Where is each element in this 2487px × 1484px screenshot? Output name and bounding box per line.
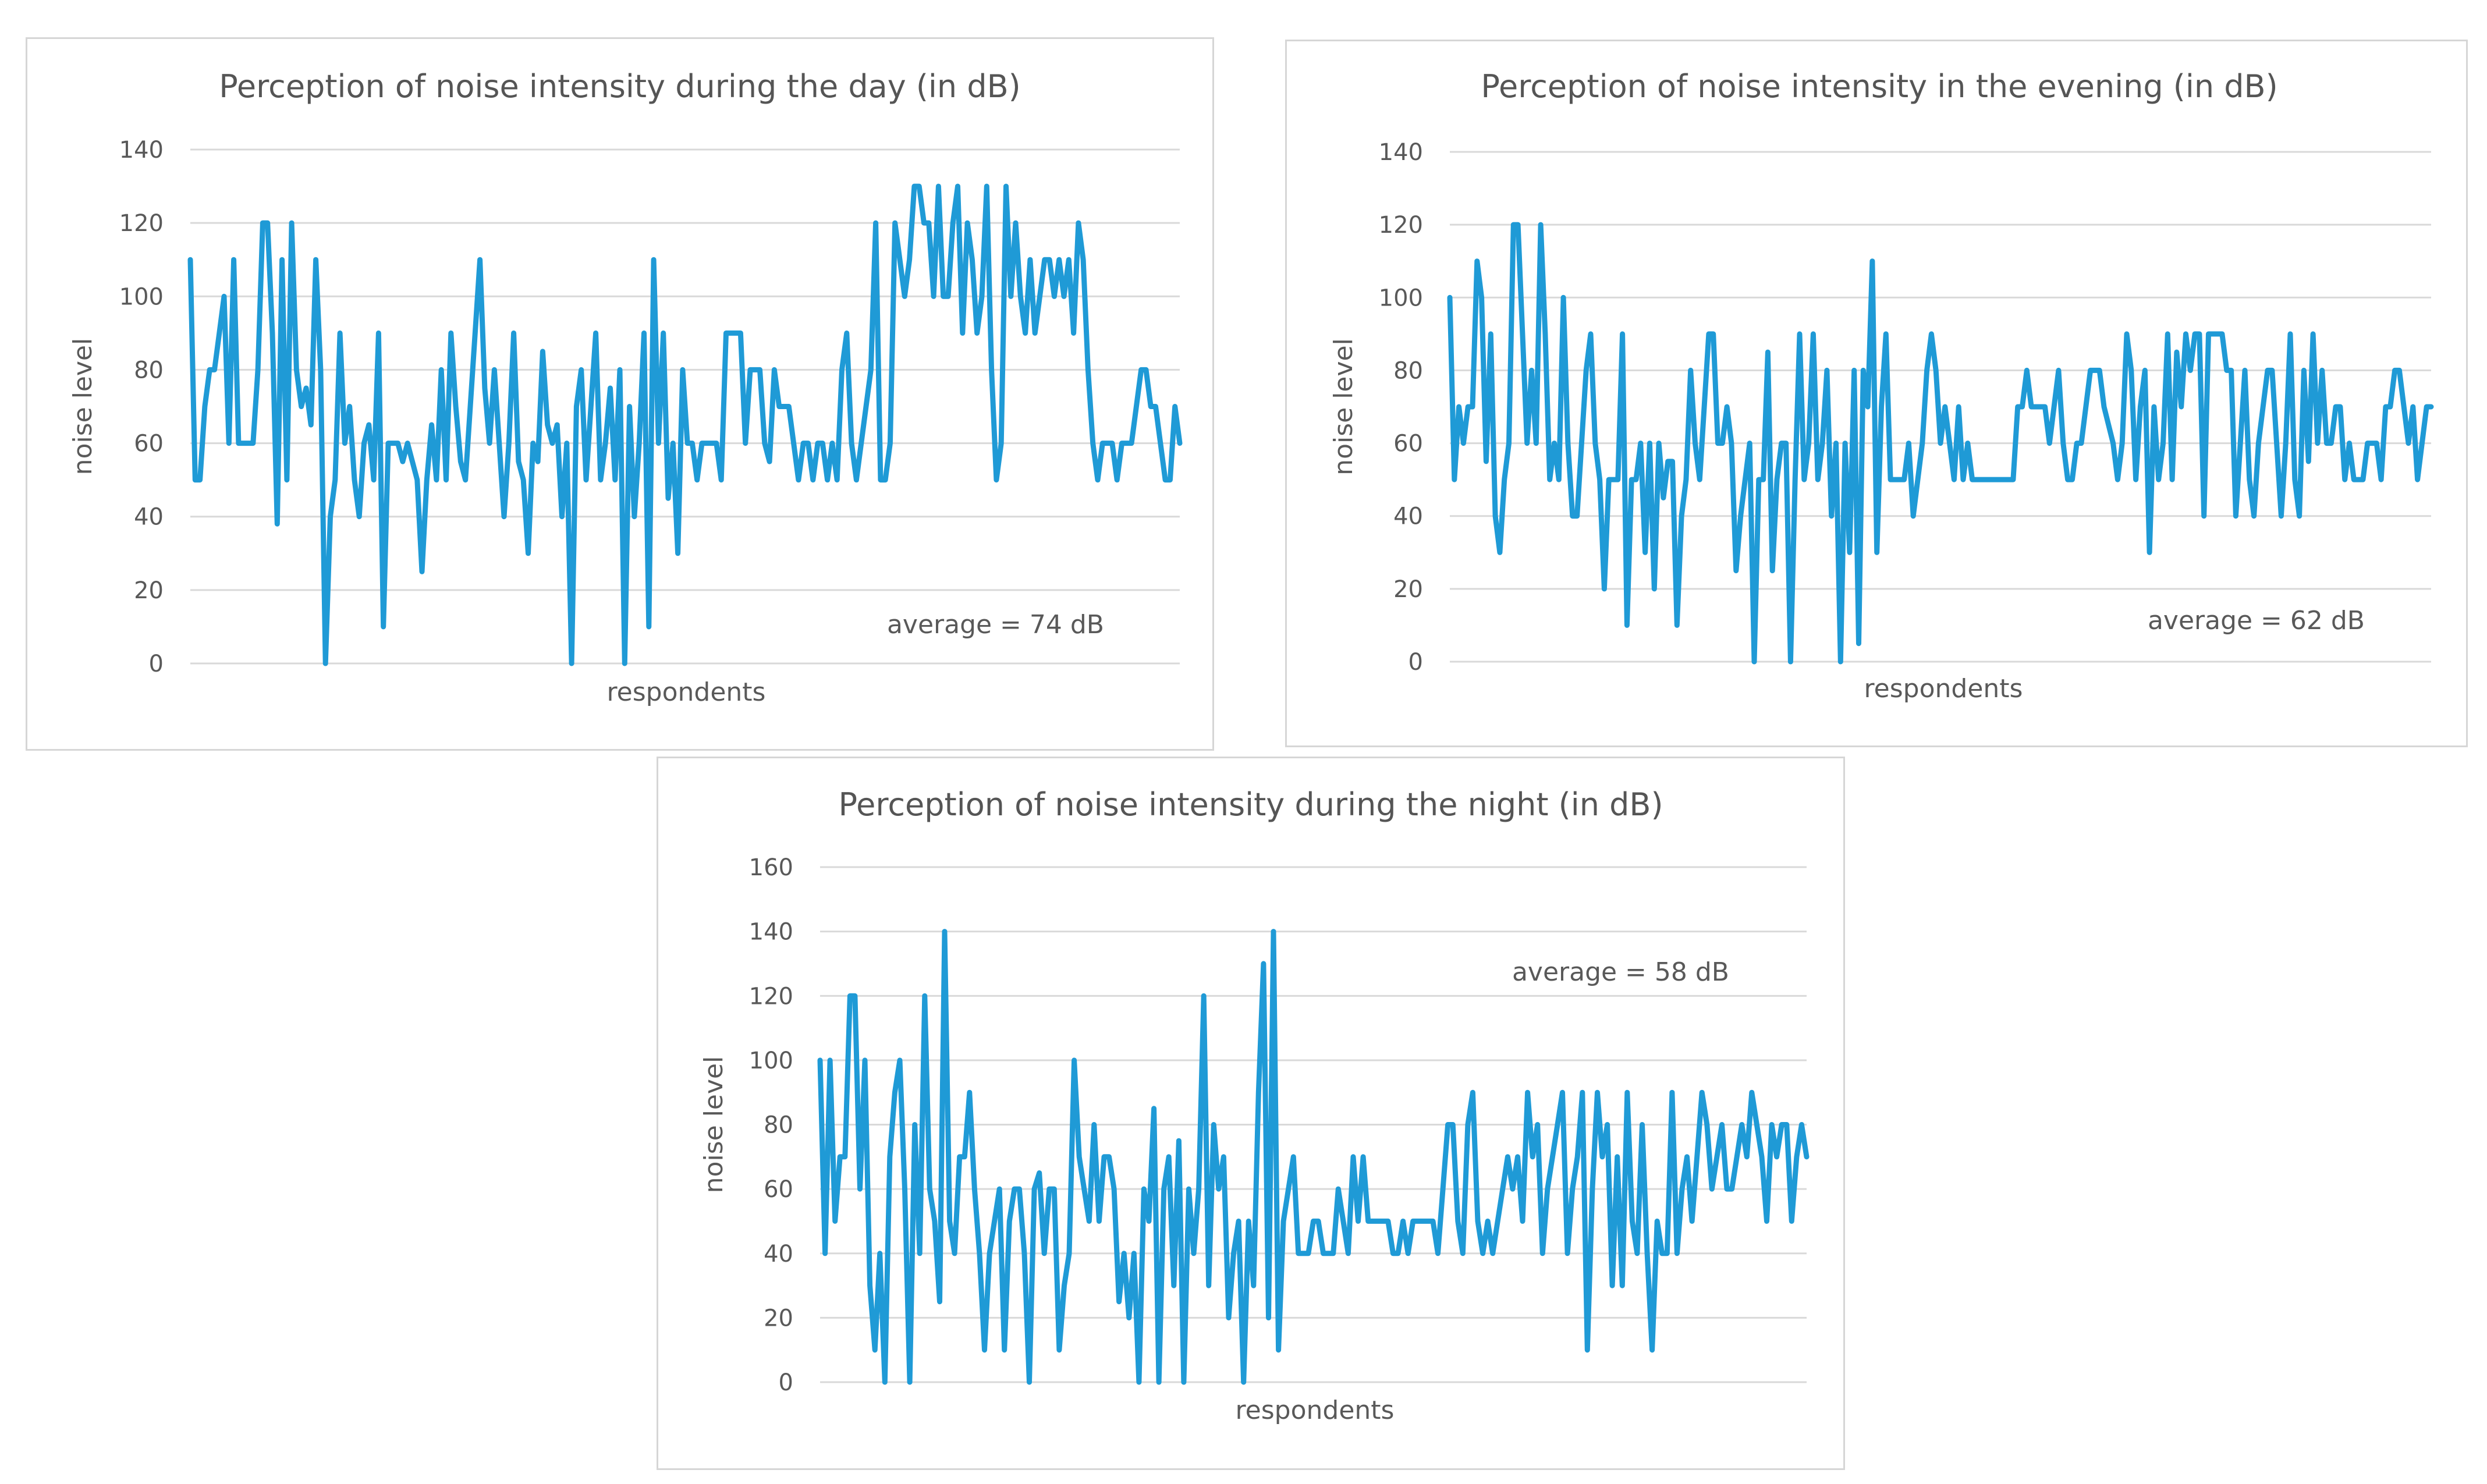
chart-night: Perception of noise intensity during the… [699,786,1810,1425]
y-tick-label: 80 [1393,357,1423,384]
y-tick-label: 20 [134,577,164,604]
y-tick-label: 100 [1379,285,1423,311]
y-tick-label: 60 [1393,431,1423,457]
y-tick-label: 40 [134,504,164,531]
y-tick-label: 20 [1393,576,1423,603]
y-tick-label: 120 [749,983,793,1010]
y-axis-label: noise level [68,338,98,475]
y-tick-label: 80 [764,1112,793,1139]
average-annotation: average = 74 dB [887,610,1104,640]
y-tick-label: 100 [749,1048,793,1074]
y-tick-label: 140 [749,919,793,946]
y-axis-label: noise level [699,1056,729,1194]
y-tick-label: 0 [1409,649,1423,676]
y-tick-label: 60 [764,1176,793,1203]
chart-title: Perception of noise intensity during the… [838,786,1663,823]
chart-title: Perception of noise intensity in the eve… [1481,68,2277,105]
y-tick-label: 40 [1393,503,1423,530]
y-tick-label: 0 [779,1369,793,1396]
chart-panel-evening: Perception of noise intensity in the eve… [1285,40,2468,747]
y-axis-label: noise level [1329,338,1358,475]
x-axis-label: respondents [607,677,766,707]
series-line [817,929,1810,1385]
average-annotation: average = 62 dB [2148,606,2365,636]
chart-panel-night: Perception of noise intensity during the… [657,757,1845,1470]
y-tick-label: 140 [1379,139,1423,166]
y-tick-label: 20 [764,1305,793,1332]
series-line [1447,222,2434,665]
chart-panel-day: Perception of noise intensity during the… [26,37,1214,751]
series-line [187,183,1183,666]
x-axis-label: respondents [1236,1396,1395,1425]
y-tick-label: 80 [134,357,164,384]
y-tick-label: 160 [749,854,793,881]
average-annotation: average = 58 dB [1512,957,1729,987]
y-tick-label: 0 [149,651,164,677]
chart-day: Perception of noise intensity during the… [68,68,1183,707]
y-tick-label: 40 [764,1241,793,1268]
y-tick-label: 140 [119,137,164,164]
y-tick-label: 120 [1379,212,1423,239]
y-tick-label: 60 [134,431,164,457]
y-tick-label: 100 [119,283,164,310]
chart-title: Perception of noise intensity during the… [219,68,1020,105]
chart-evening: Perception of noise intensity in the eve… [1329,68,2434,704]
y-tick-label: 120 [119,210,164,237]
x-axis-label: respondents [1864,674,2023,704]
